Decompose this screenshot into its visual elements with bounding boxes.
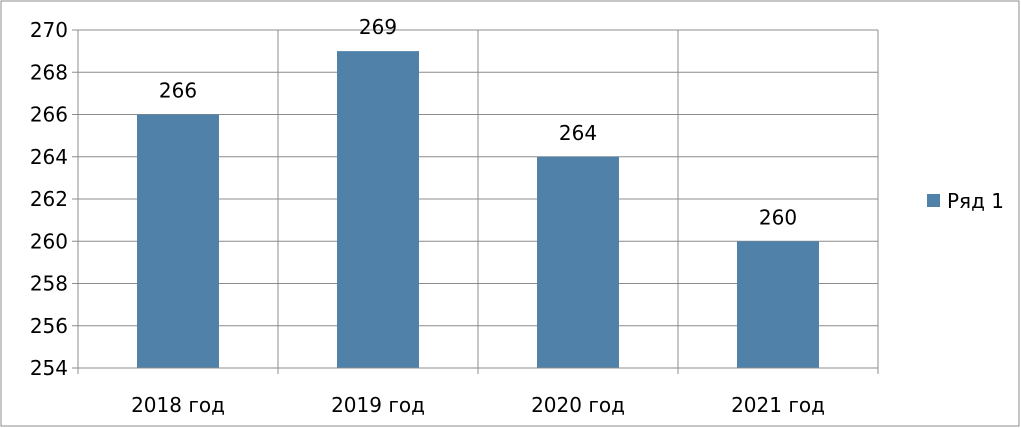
bar-value-label: 269 [359,15,397,39]
y-tick-label: 260 [30,229,68,253]
legend-label: Ряд 1 [947,189,1004,213]
bars [137,51,819,368]
y-tick-label: 254 [30,356,68,380]
y-tick-label: 262 [30,187,68,211]
bar-value-label: 260 [759,205,797,229]
x-tick-label: 2019 год [331,393,425,417]
y-tick-label: 266 [30,103,68,127]
x-tick-label: 2021 год [731,393,825,417]
y-tick-label: 268 [30,60,68,84]
axes: 254 256 258 260 262 264 266 268 270 2018 год 2019 … [30,18,879,417]
bar-value-label: 266 [159,79,197,103]
bar [737,241,819,368]
x-tick-label: 2020 год [531,393,625,417]
x-tick-label: 2018 год [131,393,225,417]
bar [537,156,619,368]
legend: Ряд 1 [927,189,1004,213]
bar [337,51,419,368]
legend-swatch [927,194,940,207]
data-labels: 266 269 264 260 [159,15,797,229]
y-tick-label: 258 [30,272,68,296]
bar-value-label: 264 [559,121,597,145]
y-tick-label: 270 [30,18,68,42]
y-tick-label: 256 [30,314,68,338]
bar [137,114,219,368]
y-tick-label: 264 [30,145,68,169]
